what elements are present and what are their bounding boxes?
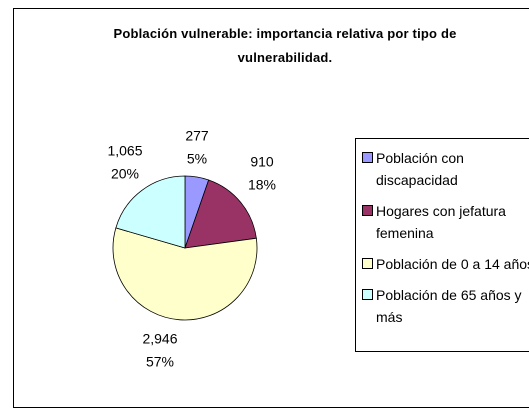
chart-frame: [13, 8, 529, 408]
value-label: 910: [250, 154, 274, 170]
legend-item: Población con discapacidad: [362, 147, 529, 191]
legend-item: Población de 65 años y más: [362, 284, 529, 328]
pie-slice: [115, 175, 186, 249]
legend-item: Hogares con jefatura femenina: [362, 200, 529, 244]
legend-swatch: [362, 205, 373, 216]
legend-swatch: [362, 289, 373, 300]
legend-label: Población de 0 a 14 años: [376, 256, 529, 272]
legend-swatch: [362, 258, 373, 269]
legend-item: Población de 0 a 14 años: [362, 253, 529, 275]
value-label: 277: [185, 128, 209, 144]
legend: Población con discapacidad Hogares con je…: [355, 138, 529, 352]
pie-slice: [112, 227, 258, 321]
percent-label: 18%: [248, 177, 276, 193]
percent-label: 5%: [187, 151, 207, 167]
legend-swatch: [362, 152, 373, 163]
pie-slice: [184, 179, 257, 249]
value-label: 1,065: [107, 143, 142, 159]
legend-label: Hogares con jefatura femenina: [376, 203, 506, 241]
percent-label: 20%: [111, 166, 139, 182]
legend-label: Población con discapacidad: [376, 150, 464, 188]
value-label: 2,946: [142, 331, 177, 347]
percent-label: 57%: [146, 354, 174, 370]
legend-label: Población de 65 años y más: [376, 287, 522, 325]
chart-title: Población vulnerable: importancia relati…: [113, 26, 457, 65]
